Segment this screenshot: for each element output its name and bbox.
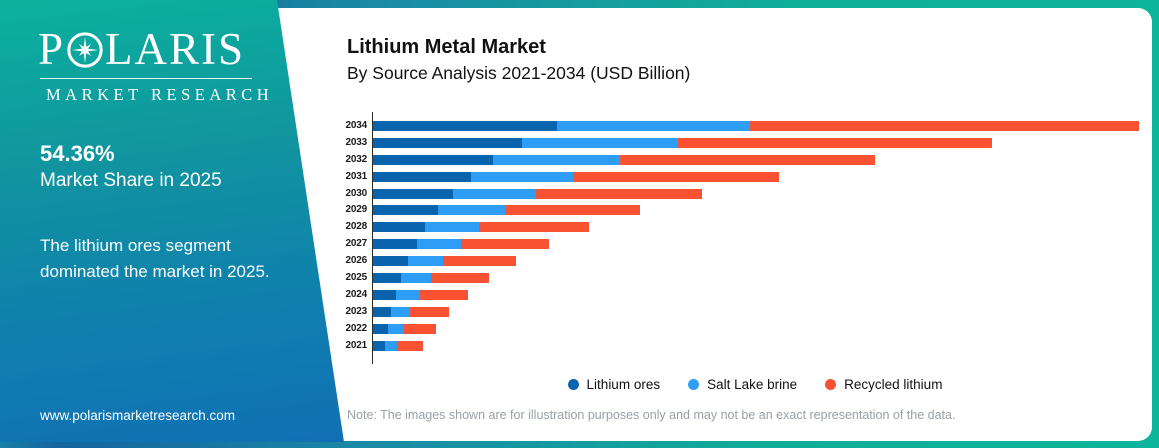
bar-segment-lithium-ores [373, 340, 385, 351]
bar-segment-lithium-ores [373, 256, 408, 267]
bar-segment-lithium-ores [373, 239, 417, 250]
year-label-2033: 2033 [345, 136, 368, 148]
bar-segment-salt-lake-brine [401, 273, 431, 284]
year-label-2034: 2034 [345, 120, 368, 132]
polaris-logo: P LARIS MARKET RESEARCH [38, 26, 274, 105]
year-label-2026: 2026 [345, 255, 368, 267]
legend-label: Recycled lithium [844, 377, 943, 392]
bar-row-2028: 2028 [346, 221, 1142, 233]
legend-item-lithium-ores: Lithium ores [567, 377, 661, 392]
disclaimer-note: Note: The images shown are for illustrat… [347, 408, 956, 422]
bar-segment-salt-lake-brine [388, 323, 404, 334]
bar-row-2027: 2027 [346, 238, 1142, 250]
bar-segment-recycled-lithium [750, 121, 1139, 131]
bar-segment-salt-lake-brine [396, 289, 420, 300]
year-label-2027: 2027 [345, 238, 368, 250]
year-label-2024: 2024 [345, 288, 368, 300]
chart-subtitle: By Source Analysis 2021-2034 (USD Billio… [347, 63, 691, 83]
bar-segment-recycled-lithium [420, 289, 468, 300]
bar-segment-lithium-ores [373, 306, 391, 317]
compass-star-icon [67, 32, 103, 68]
brand-sidebar: P LARIS MARKET RESEARCH 54.36% Market Sh… [0, 0, 344, 442]
bar-segment-recycled-lithium [443, 256, 516, 267]
bar-segment-recycled-lithium [404, 323, 436, 334]
bar-row-2031: 2031 [346, 171, 1142, 182]
bar-segment-salt-lake-brine [408, 256, 443, 267]
bar-row-2029: 2029 [346, 205, 1142, 216]
logo-letter-p: P [38, 24, 66, 74]
bar-segment-recycled-lithium [505, 205, 640, 216]
year-label-2032: 2032 [345, 153, 368, 165]
year-label-2030: 2030 [345, 187, 368, 199]
bar-segment-salt-lake-brine [425, 222, 479, 233]
bar-segment-recycled-lithium [536, 188, 702, 199]
content-card: Lithium Metal Market By Source Analysis … [270, 8, 1152, 441]
bar-segment-salt-lake-brine [453, 188, 536, 199]
bar-segment-lithium-ores [373, 289, 396, 300]
legend-dot-icon [688, 379, 700, 390]
bar-segment-recycled-lithium [431, 273, 489, 284]
bar-segment-recycled-lithium [573, 171, 779, 182]
legend-item-recycled-lithium: Recycled lithium [825, 377, 942, 392]
bar-segment-salt-lake-brine [471, 171, 573, 182]
chart-title: Lithium Metal Market [347, 36, 546, 58]
bar-segment-lithium-ores [373, 188, 453, 199]
bar-segment-lithium-ores [373, 137, 522, 148]
bar-segment-recycled-lithium [410, 306, 449, 317]
bar-row-2032: 2032 [346, 154, 1142, 165]
website-link[interactable]: www.polarismarketresearch.com [40, 408, 236, 423]
market-share-value: 54.36% [40, 141, 115, 166]
logo-divider [40, 78, 252, 79]
bar-segment-salt-lake-brine [417, 239, 461, 250]
year-label-2023: 2023 [345, 305, 368, 317]
logo-subtitle: MARKET RESEARCH [46, 85, 274, 104]
bar-segment-salt-lake-brine [385, 340, 397, 351]
bar-segment-recycled-lithium [678, 137, 992, 148]
bar-segment-recycled-lithium [397, 340, 423, 351]
segment-highlight-text: The lithium ores segment dominated the m… [40, 236, 270, 281]
bar-segment-lithium-ores [373, 273, 401, 284]
bar-segment-recycled-lithium [479, 222, 589, 233]
year-label-2022: 2022 [345, 322, 368, 334]
legend-dot-icon [825, 379, 837, 390]
bar-row-2034: 2034 [346, 120, 1142, 131]
bar-segment-salt-lake-brine [522, 137, 678, 148]
bar-row-2030: 2030 [346, 188, 1142, 199]
year-label-2025: 2025 [345, 272, 368, 284]
bar-row-2022: 2022 [346, 323, 1142, 334]
bar-segment-salt-lake-brine [557, 121, 750, 131]
legend-label: Salt Lake brine [707, 377, 798, 392]
bar-segment-recycled-lithium [620, 154, 875, 165]
bar-row-2023: 2023 [346, 306, 1142, 317]
bar-segment-lithium-ores [373, 154, 493, 165]
legend-dot-icon [567, 379, 579, 390]
legend-item-salt-lake-brine: Salt Lake brine [688, 377, 797, 392]
bar-segment-salt-lake-brine [438, 205, 505, 216]
bar-segment-lithium-ores [373, 323, 388, 334]
legend-label: Lithium ores [586, 377, 661, 392]
logo-wordmark: P LARIS [38, 26, 256, 72]
bar-segment-lithium-ores [373, 171, 471, 182]
year-label-2028: 2028 [345, 221, 368, 233]
year-label-2029: 2029 [345, 204, 368, 216]
year-label-2021: 2021 [345, 339, 368, 351]
bar-segment-lithium-ores [373, 121, 557, 131]
bar-row-2025: 2025 [346, 272, 1142, 284]
bar-segment-salt-lake-brine [493, 154, 620, 165]
bar-segment-recycled-lithium [461, 239, 549, 250]
bar-row-2021: 2021 [346, 340, 1142, 351]
logo-letters-laris: LARIS [105, 24, 246, 74]
chart-legend: Lithium ores Salt Lake brine Recycled lith… [372, 377, 1138, 392]
bar-row-2026: 2026 [346, 255, 1142, 267]
stacked-bar-chart: 2034 2033 2032 2031 2030 2029 2028 2027 2026 2025… [346, 112, 1142, 364]
year-label-2031: 2031 [345, 170, 368, 182]
market-share-label: Market Share in 2025 [40, 170, 222, 191]
bar-segment-lithium-ores [373, 205, 438, 216]
bar-segment-lithium-ores [373, 222, 425, 233]
bar-segment-salt-lake-brine [391, 306, 410, 317]
bar-row-2033: 2033 [346, 137, 1142, 148]
bar-row-2024: 2024 [346, 289, 1142, 300]
